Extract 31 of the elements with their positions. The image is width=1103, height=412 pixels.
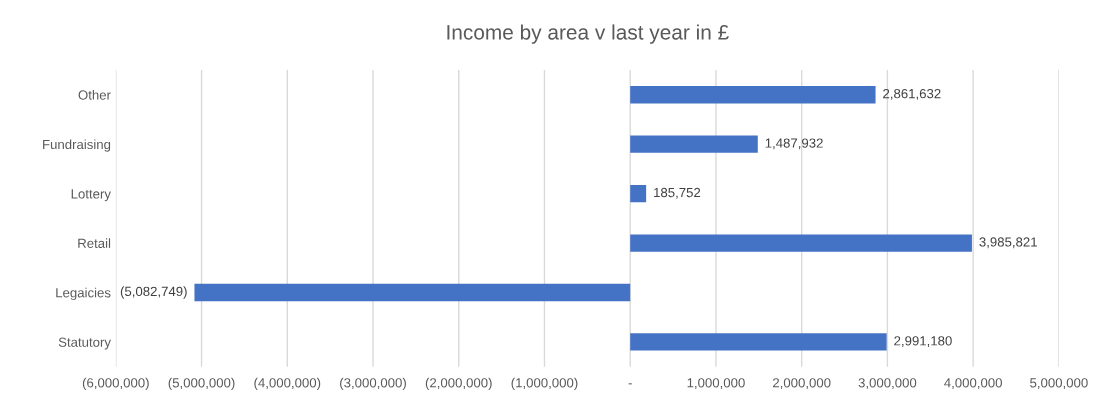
data-label: 3,985,821	[979, 237, 1037, 249]
y-tick-label: Fundraising	[43, 139, 111, 152]
data-label: 2,861,632	[883, 88, 941, 100]
bar	[630, 184, 647, 203]
x-tick-label: (5,000,000)	[168, 377, 235, 391]
bar	[194, 283, 631, 302]
y-tick-label: Lottery	[71, 189, 111, 202]
bar	[630, 135, 758, 153]
bar	[630, 333, 887, 351]
x-tick-label: (1,000,000)	[511, 377, 578, 391]
y-tick-label: Other	[78, 89, 111, 100]
data-label: 2,991,180	[894, 336, 952, 348]
chart-title: Income by area v last year in £	[447, 24, 729, 44]
x-tick-label: 4,000,000	[944, 378, 1002, 390]
x-tick-label: 1,000,000	[687, 378, 745, 390]
data-label: 185,752	[654, 187, 701, 199]
bar	[630, 86, 876, 104]
y-tick-label: Legaicies	[56, 287, 111, 301]
bar	[630, 234, 972, 252]
x-tick-label: (2,000,000)	[425, 377, 492, 391]
data-label: (5,082,749)	[120, 286, 187, 299]
y-tick-label: Statutory	[58, 337, 111, 350]
x-tick-label: 3,000,000	[858, 378, 917, 390]
y-tick-label: Retail	[78, 238, 111, 248]
data-label: 1,487,932	[765, 138, 823, 150]
x-tick-label: (3,000,000)	[340, 377, 406, 391]
x-tick-label: (4,000,000)	[254, 377, 321, 391]
x-tick-label: (6,000,000)	[82, 377, 149, 391]
x-tick-label: 2,000,000	[773, 378, 831, 390]
x-tick-label: -	[628, 383, 632, 385]
x-tick-label: 5,000,000	[1030, 378, 1088, 390]
